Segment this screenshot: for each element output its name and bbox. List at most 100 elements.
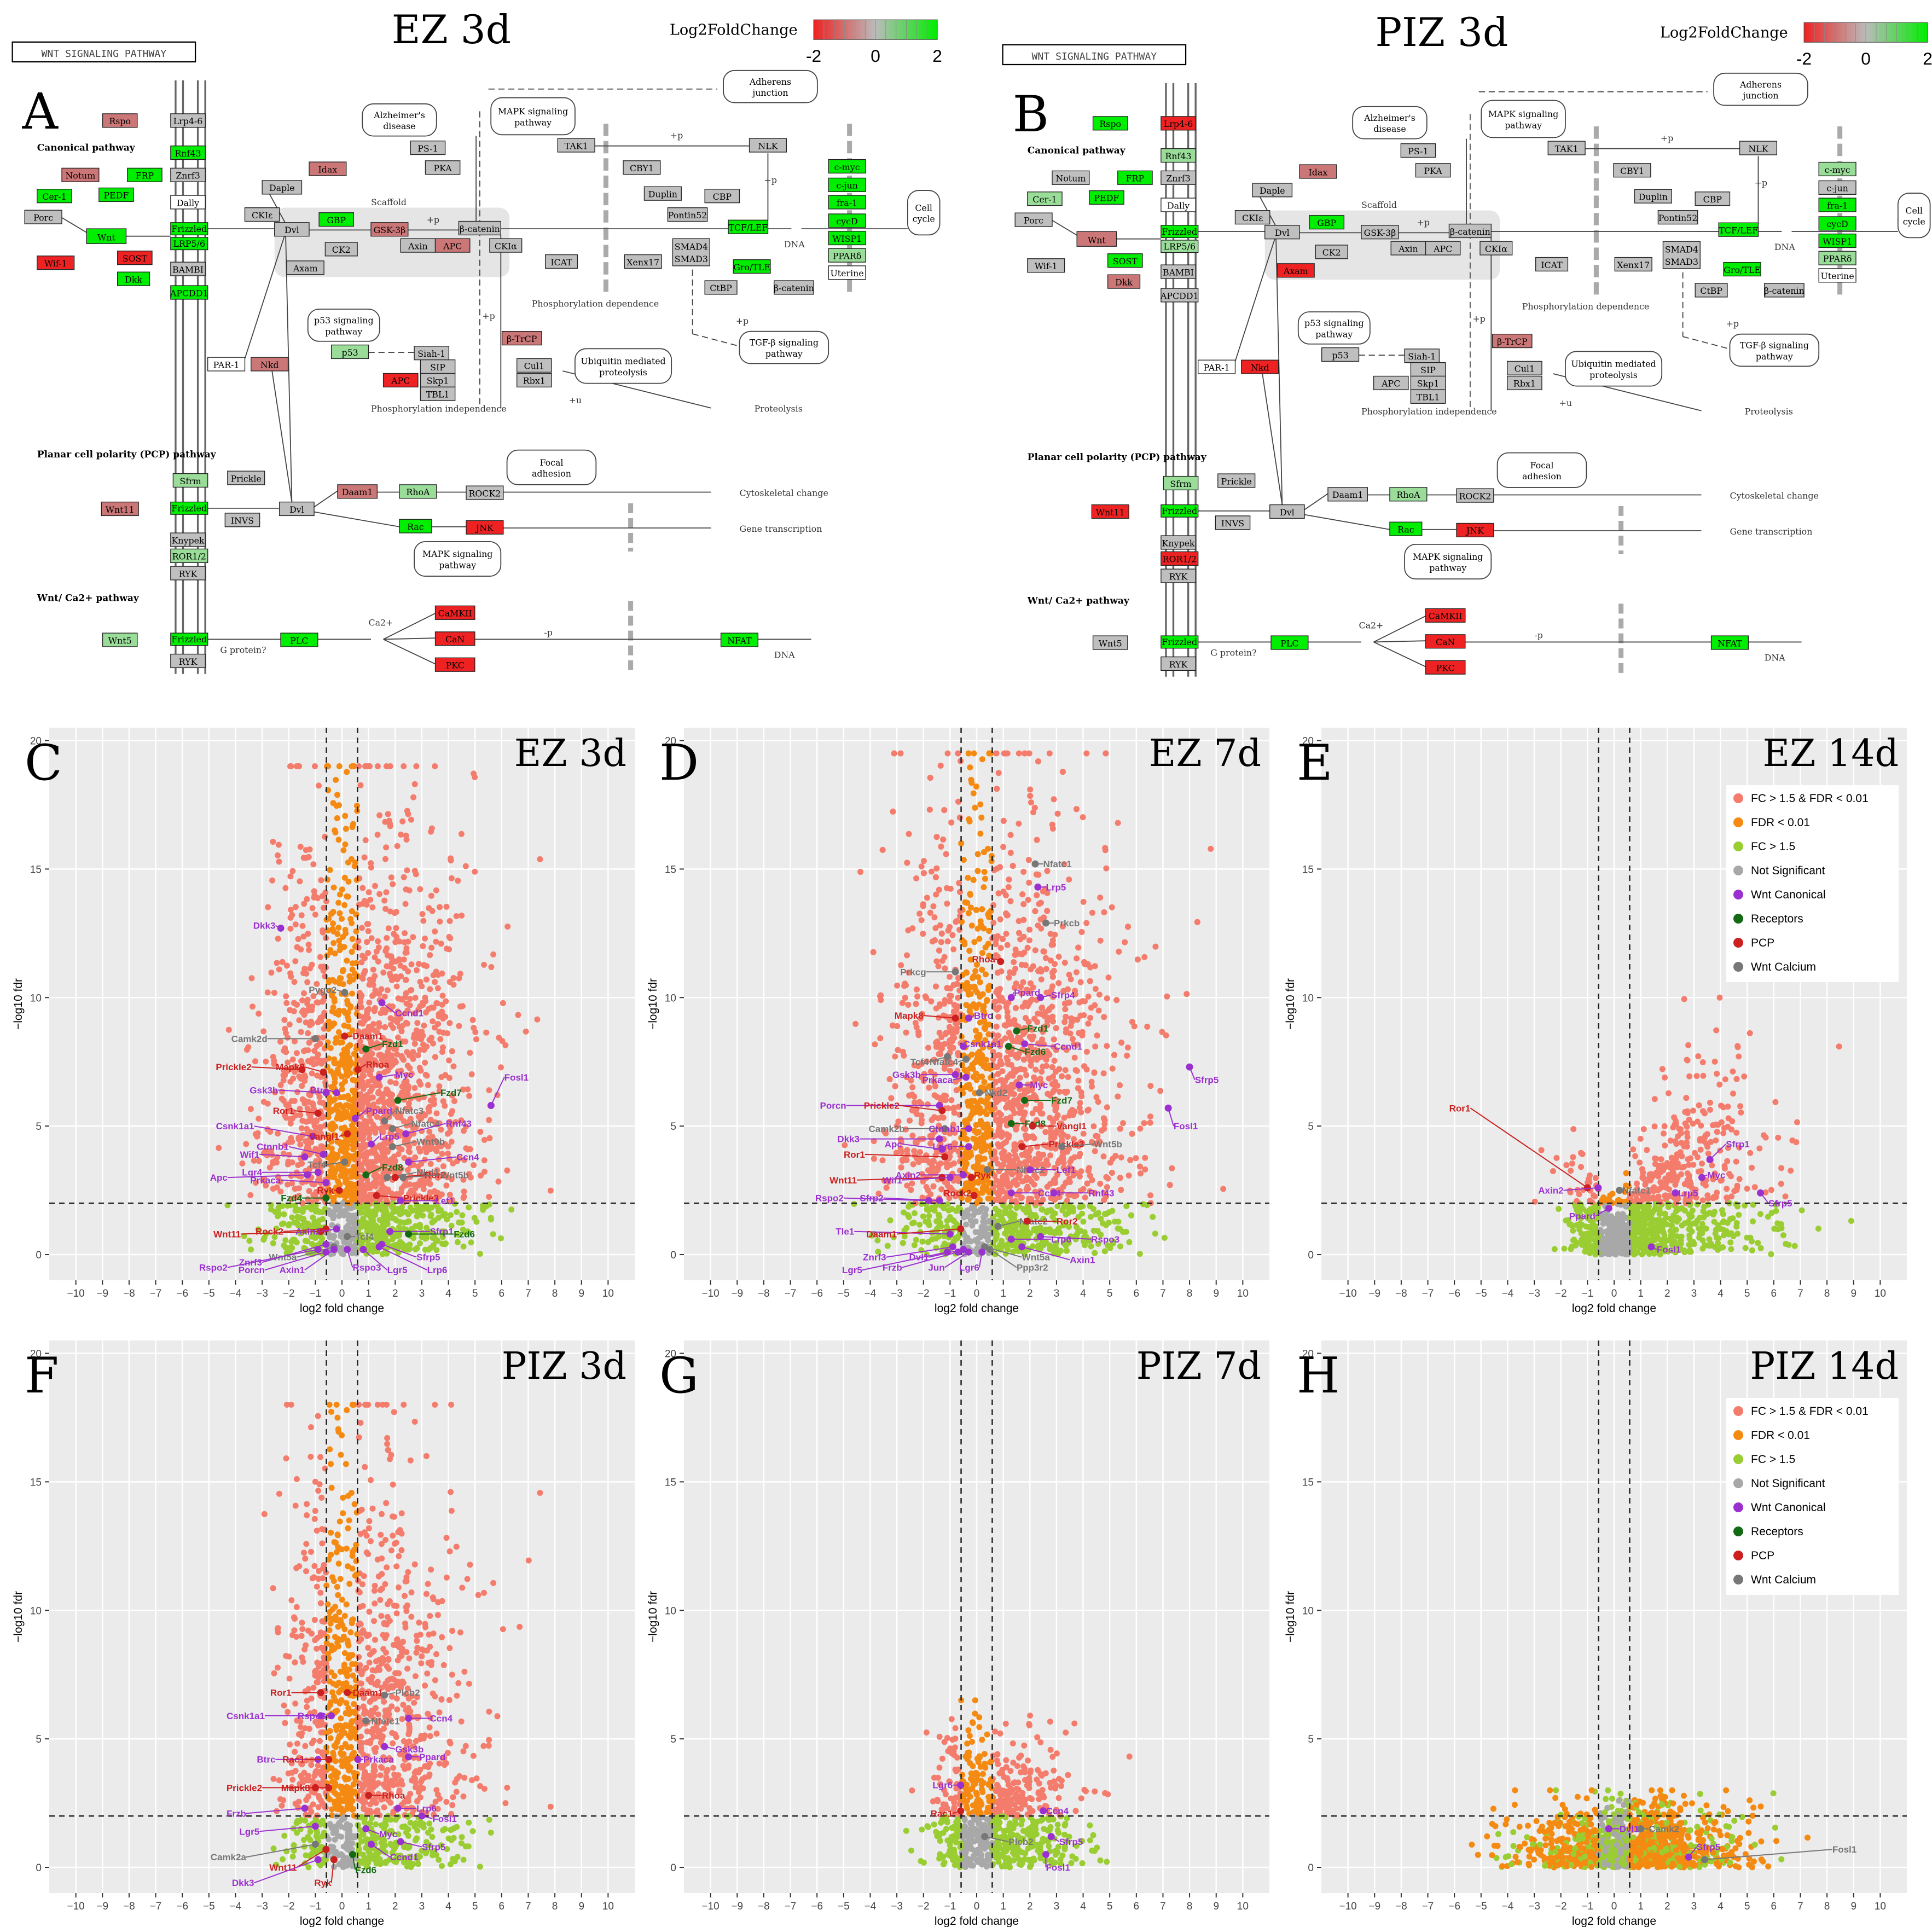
data-point (301, 1219, 308, 1226)
gene-label: PEDF (104, 190, 129, 201)
highlighted-gene-point (354, 1066, 362, 1073)
gene-label: Dvl (1280, 507, 1295, 518)
highlighted-gene-point (344, 1246, 351, 1253)
data-point (307, 965, 313, 972)
data-point (486, 1087, 492, 1094)
gene-box (1234, 210, 1270, 225)
gene-box (414, 346, 450, 361)
data-point (341, 1124, 348, 1131)
data-point (457, 971, 463, 977)
data-point (281, 1242, 287, 1249)
data-point (393, 983, 400, 990)
data-point (295, 936, 301, 942)
gene-box (399, 519, 432, 533)
data-point (342, 812, 349, 819)
data-point (275, 841, 282, 848)
data-point (329, 977, 336, 983)
data-point (951, 1110, 958, 1116)
data-point (337, 1113, 344, 1119)
data-point (427, 1097, 434, 1104)
scale-tick: 2 (932, 46, 942, 66)
gene-label: Axam (293, 263, 318, 274)
gene-label: Dvl (1275, 228, 1290, 238)
gene-box (1739, 141, 1778, 155)
data-point (1101, 909, 1107, 915)
gene-box (1161, 225, 1199, 239)
pathway-annotation: +p (427, 214, 439, 225)
data-point (1052, 961, 1058, 967)
data-point (293, 763, 300, 769)
gene-box (643, 186, 682, 201)
data-point (944, 1201, 951, 1208)
highlighted-gene-point (362, 1045, 370, 1053)
bubble-label: Alzheimer's (1364, 113, 1415, 123)
data-point (294, 1214, 301, 1220)
data-point (405, 1218, 411, 1224)
data-point (872, 1041, 878, 1048)
gene-label: TCF/LEF (728, 222, 768, 233)
data-point (345, 878, 352, 885)
gene-label: Pontin52 (668, 210, 707, 220)
gene-box (1456, 488, 1494, 503)
bubble-label: Cell (915, 202, 932, 213)
data-point (979, 756, 985, 763)
data-point (225, 1026, 232, 1033)
gene-label: Nfatc3 (395, 1106, 423, 1116)
data-point (349, 936, 356, 942)
data-point (367, 1192, 373, 1198)
data-point (340, 967, 346, 973)
data-point (913, 875, 920, 881)
gene-box (309, 161, 347, 176)
data-point (429, 908, 436, 914)
data-point (432, 763, 438, 769)
data-point (435, 1021, 442, 1027)
gene-label: β-catenin (774, 283, 814, 293)
highlighted-gene-point (341, 1032, 349, 1040)
highlighted-gene-point (311, 1035, 319, 1042)
pathway-link-bubble (307, 309, 380, 342)
gene-label: RYK (179, 568, 198, 579)
bubble-label: pathway (1756, 351, 1793, 362)
gene-label: Ror1 (273, 1106, 294, 1116)
data-point (283, 993, 289, 1000)
data-point (488, 964, 495, 970)
data-point (272, 1089, 279, 1096)
gene-box (434, 238, 471, 253)
gene-box (1425, 634, 1466, 649)
gene-label: PKA (1424, 166, 1442, 176)
gene-label: cycD (836, 216, 857, 227)
data-point (450, 982, 457, 988)
data-point (396, 956, 402, 962)
data-point (305, 931, 311, 937)
data-point (937, 922, 943, 928)
gene-box (170, 501, 208, 515)
gene-box (170, 548, 208, 563)
bubble-label: adhesion (532, 468, 571, 479)
gene-label: Frizzled (171, 224, 207, 234)
gene-label: Rnf43 (446, 1118, 472, 1129)
data-point (993, 750, 1000, 757)
highlighted-gene-point (362, 1171, 370, 1179)
gene-label: APC (443, 241, 462, 251)
gene-box (1389, 487, 1428, 502)
data-point (446, 918, 453, 924)
gene-label: FRP (1126, 173, 1145, 184)
data-point (359, 1122, 365, 1129)
data-point (305, 1030, 311, 1036)
data-point (1109, 904, 1115, 910)
data-point (1051, 796, 1057, 803)
data-point (523, 1028, 529, 1035)
pathway-link-bubble (506, 449, 597, 485)
data-point (1054, 1203, 1061, 1210)
data-point (422, 1071, 429, 1078)
data-point (320, 1100, 326, 1106)
section-label: Planar cell polarity (PCP) pathway (1028, 451, 1207, 462)
gene-label: APCDD1 (1160, 291, 1199, 301)
data-point (336, 910, 343, 916)
data-point (379, 1091, 386, 1098)
data-point (373, 1171, 380, 1178)
data-point (331, 1059, 338, 1066)
gene-box (1264, 225, 1300, 240)
data-point (216, 1145, 222, 1151)
pathway-annotation: +p (1755, 177, 1767, 188)
